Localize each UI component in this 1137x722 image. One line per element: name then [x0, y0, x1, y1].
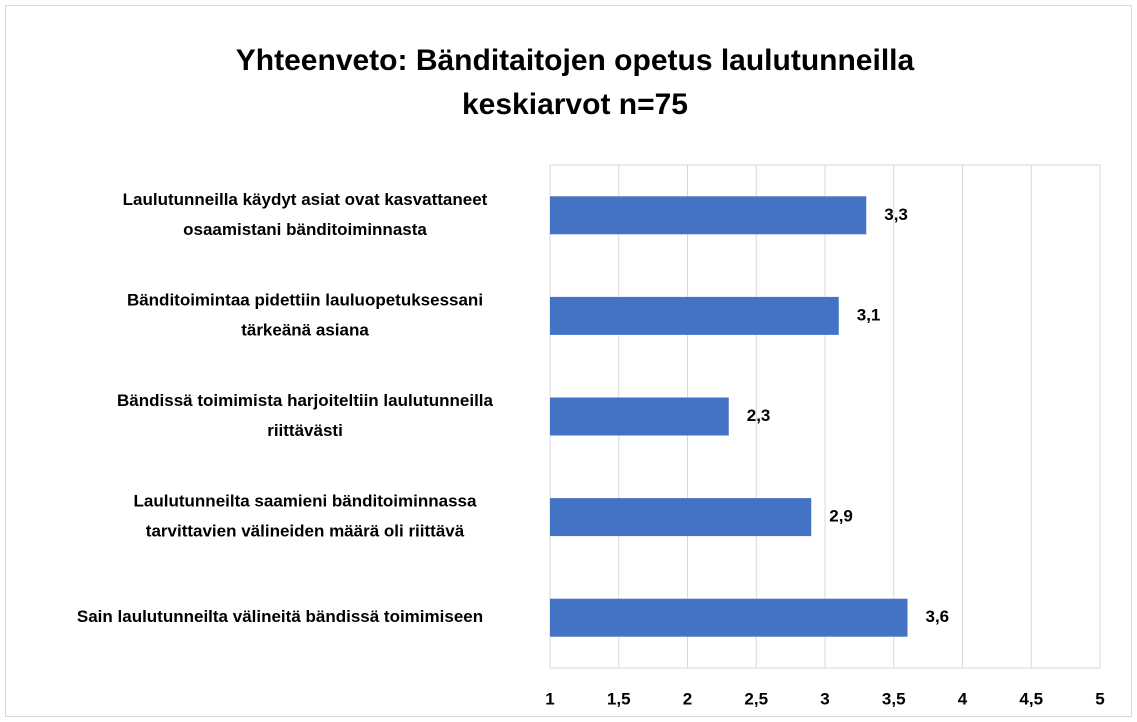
y-tick-label: tarvittavien välineiden määrä oli riittä… [146, 522, 465, 541]
x-tick-label: 4 [958, 689, 968, 708]
y-tick-label: riittävästi [267, 421, 343, 440]
x-tick-label: 2 [683, 689, 692, 708]
y-tick-label: osaamistani bänditoiminnasta [183, 220, 427, 239]
bar [550, 498, 812, 537]
bar [550, 196, 867, 235]
chart-title: Yhteenveto: Bänditaitojen opetus laulutu… [236, 44, 915, 77]
data-label: 2,9 [829, 507, 853, 526]
x-tick-label: 4,5 [1019, 689, 1043, 708]
x-tick-label: 2,5 [744, 689, 768, 708]
bar [550, 598, 908, 637]
data-label: 3,6 [926, 607, 950, 626]
data-label: 2,3 [747, 406, 771, 425]
y-tick-label: tärkeänä asiana [241, 320, 369, 339]
bar [550, 296, 839, 335]
y-tick-label: Bändissä toimimista harjoiteltiin laulut… [117, 391, 493, 410]
x-tick-label: 1 [545, 689, 554, 708]
chart-border [5, 5, 1132, 717]
bar [550, 397, 729, 436]
y-tick-label: Laulutunneilla käydyt asiat ovat kasvatt… [123, 190, 488, 209]
x-tick-label: 3,5 [882, 689, 906, 708]
data-label: 3,1 [857, 305, 881, 324]
x-tick-label: 1,5 [607, 689, 631, 708]
x-tick-label: 5 [1095, 689, 1104, 708]
x-tick-label: 3 [820, 689, 829, 708]
y-tick-label: Bänditoimintaa pidettiin lauluopetuksess… [127, 290, 483, 309]
y-tick-label: Laulutunneilta saamieni bänditoiminnassa [134, 492, 477, 511]
data-label: 3,3 [884, 205, 908, 224]
y-tick-label: Sain laulutunneilta välineitä bändissä t… [77, 607, 483, 626]
chart-title: keskiarvot n=75 [462, 88, 688, 121]
